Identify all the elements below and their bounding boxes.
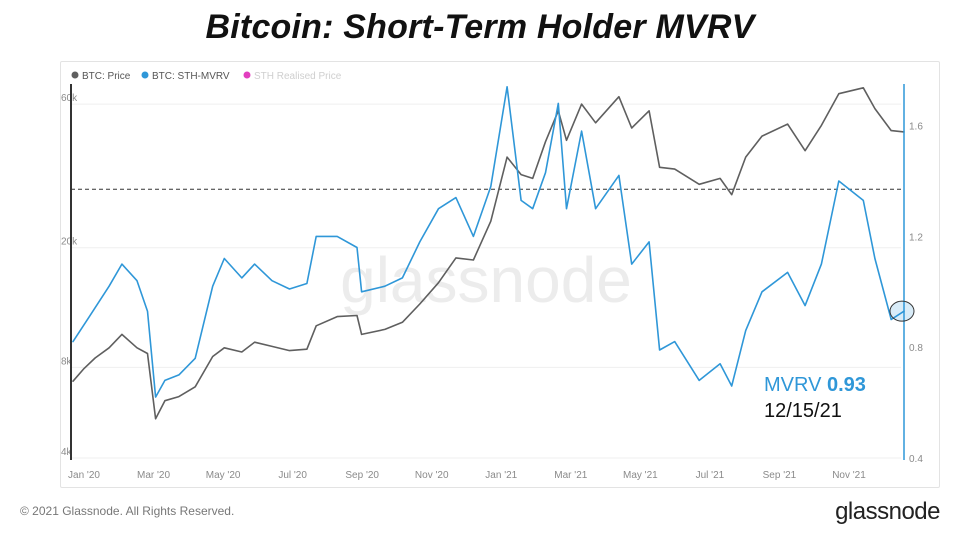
- x-tick-label: Nov '21: [832, 470, 866, 481]
- page-title: Bitcoin: Short-Term Holder MVRV: [205, 8, 755, 46]
- x-tick-label: Sep '20: [345, 470, 379, 481]
- x-tick-label: Jan '20: [68, 470, 100, 481]
- highlight-circle: [889, 300, 915, 322]
- copyright-notice: © 2021 Glassnode. All Rights Reserved.: [20, 504, 235, 518]
- chart[interactable]: glassnode 4k 8k 20k 60k 0.4 0.8 1.2 1.6 Jan '20 Ma…: [61, 62, 939, 487]
- x-tick-label: Jul '20: [278, 470, 307, 481]
- x-tick-label: Mar '21: [554, 470, 587, 481]
- x-tick-label: Jul '21: [696, 470, 725, 481]
- y-right-tick-label: 0.4: [909, 454, 923, 465]
- legend-item-label: BTC: Price: [82, 71, 131, 82]
- annotation-metric-name: MVRV: [764, 374, 827, 396]
- x-tick-label: Jan '21: [485, 470, 517, 481]
- legend-marker: [243, 71, 251, 79]
- annotation-date: 12/15/21: [764, 400, 842, 422]
- price-series-line: [72, 86, 905, 420]
- legend-marker: [141, 71, 149, 79]
- x-tick-label: Sep '21: [763, 470, 797, 481]
- brand-logo: glassnode: [835, 498, 940, 525]
- y-left-tick-label: 4k: [61, 447, 73, 458]
- x-tick-label: Mar '20: [137, 470, 170, 481]
- mvrv-series-line: [72, 85, 905, 398]
- watermark-text: glassnode: [340, 244, 632, 316]
- y-left-tick-label: 8k: [61, 356, 73, 367]
- annotation-label: MVRV 0.93: [764, 374, 866, 396]
- chart-panel: glassnode 4k 8k 20k 60k 0.4 0.8 1.2 1.6 Jan '20 Ma…: [60, 61, 940, 488]
- x-tick-label: May '21: [623, 470, 658, 481]
- y-left-tick-label: 20k: [61, 237, 78, 248]
- y-right-tick-label: 1.6: [909, 122, 923, 133]
- annotation-value: 0.93: [827, 374, 866, 396]
- legend-item-label: STH Realised Price: [254, 71, 342, 82]
- x-tick-label: Nov '20: [415, 470, 449, 481]
- y-right-tick-label: 0.8: [909, 343, 923, 354]
- y-right-tick-label: 1.2: [909, 232, 923, 243]
- y-left-tick-label: 60k: [61, 93, 78, 104]
- legend-item-label: BTC: STH-MVRV: [152, 71, 230, 82]
- x-tick-label: May '20: [206, 470, 241, 481]
- legend-marker: [71, 71, 79, 79]
